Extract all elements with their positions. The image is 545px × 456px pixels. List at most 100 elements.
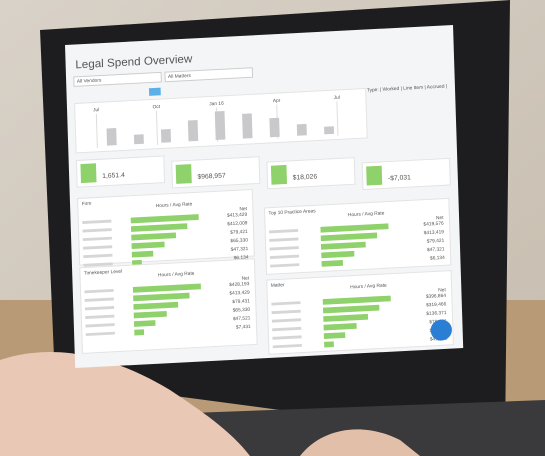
kpi-card — [361, 157, 451, 191]
row-net: $396,864 — [426, 293, 447, 300]
row-bar — [322, 304, 380, 314]
row-net: $6,134 — [430, 255, 445, 262]
panels: Jul Oct Jan 16 Apr Jul 1,651.4 $968,957 $18,026… — [74, 88, 454, 355]
timeline-bar — [214, 111, 226, 141]
row-net: $79,421 — [427, 238, 445, 245]
row-label — [85, 323, 115, 328]
row-net: $413,429 — [229, 290, 250, 297]
column-header: Hours / Avg Rate — [156, 201, 193, 209]
row-net: $428,193 — [229, 281, 250, 288]
kpi-icon — [366, 165, 383, 186]
row-bar — [322, 295, 391, 305]
row-bar — [132, 283, 201, 293]
row-net: $47,321 — [427, 246, 445, 253]
row-bar — [130, 214, 199, 224]
kpi-value: 1,651.4 — [102, 172, 125, 180]
row-label — [82, 219, 112, 224]
timeline-bar — [133, 134, 144, 145]
filter-label[interactable]: All Matters — [168, 73, 192, 80]
row-net: $79,431 — [232, 298, 250, 305]
row-label — [272, 326, 302, 332]
row-net: $319,466 — [426, 301, 447, 308]
row-net: $65,330 — [230, 237, 248, 244]
row-bar — [320, 223, 389, 233]
panel — [266, 270, 454, 355]
timeline-label: Jul — [93, 107, 99, 113]
data-type[interactable]: Data Type: | Worked | Line Item | Accrue… — [355, 83, 447, 94]
row-label — [82, 236, 112, 242]
timeline-bar — [106, 128, 117, 146]
column-header: Net — [239, 206, 247, 212]
panel-title: Matter — [271, 282, 285, 289]
row-label — [269, 229, 299, 234]
kpi-card — [266, 157, 356, 190]
timeline-tick — [155, 110, 159, 145]
kpi-value: $18,026 — [293, 173, 318, 181]
timeline-label: Apr — [273, 98, 281, 104]
apply-button[interactable] — [148, 87, 161, 96]
row-net: $413,429 — [227, 212, 248, 219]
column-header: Net — [436, 215, 444, 221]
timeline-bar — [324, 126, 335, 135]
filter-label[interactable]: All Vendors — [77, 78, 102, 85]
row-label — [84, 288, 114, 294]
row-bar — [131, 250, 154, 258]
kpi-icon — [80, 163, 97, 184]
row-net: $419,576 — [423, 221, 444, 228]
row-net: $413,419 — [424, 229, 445, 236]
row-label — [272, 335, 302, 340]
row-label — [272, 343, 302, 349]
row-bar — [133, 320, 156, 327]
column-header: Net — [242, 275, 250, 281]
row-bar — [133, 310, 167, 319]
filter — [164, 67, 254, 83]
row-bar — [130, 223, 188, 232]
row-label — [85, 314, 115, 319]
row-bar — [324, 341, 334, 348]
row-bar — [321, 260, 344, 267]
column-header: Hours / Avg Rate — [350, 283, 387, 291]
row-label — [84, 306, 115, 311]
row-label — [82, 228, 112, 233]
row-label — [271, 301, 301, 306]
row-net: $47,321 — [231, 246, 249, 253]
row-label — [271, 309, 301, 315]
screen: Legal Spend Overview All Vendors All Mat… — [65, 24, 464, 369]
row-bar — [321, 250, 355, 259]
kpi-icon — [270, 164, 288, 185]
kpi-value: -$7,031 — [388, 174, 411, 182]
timeline-tick — [95, 113, 98, 149]
panel-title: Firm — [82, 201, 92, 207]
timeline-bar — [160, 129, 172, 143]
kpi-card — [75, 155, 166, 188]
row-bar — [131, 232, 177, 241]
row-label — [83, 262, 113, 267]
row-label — [85, 331, 115, 337]
row-net: $79,421 — [230, 229, 248, 236]
row-net: $65,330 — [233, 307, 251, 314]
kpi-value: $968,957 — [197, 172, 226, 180]
row-bar — [134, 329, 145, 336]
row-bar — [323, 323, 357, 331]
row-label — [83, 245, 113, 250]
timeline-label: Oct — [152, 104, 160, 110]
kpi-card — [171, 156, 261, 189]
row-net: $136,371 — [426, 310, 447, 317]
row-label — [84, 297, 114, 302]
panel-title: Timekeeper Level — [84, 269, 122, 277]
timeline-bar — [242, 113, 253, 139]
row-label — [271, 318, 302, 323]
timeline-tick — [336, 101, 339, 136]
row-bar — [320, 232, 378, 242]
hand-right — [300, 429, 420, 456]
timeline-label: Jan 16 — [209, 101, 224, 108]
kpi-icon — [175, 164, 192, 184]
row-net: $412,009 — [227, 220, 248, 227]
row-label — [269, 254, 300, 260]
chat-button[interactable] — [430, 319, 452, 341]
column-header: Net — [438, 287, 446, 293]
hand-left — [0, 351, 250, 456]
column-header: Hours / Avg Rate — [158, 271, 195, 279]
